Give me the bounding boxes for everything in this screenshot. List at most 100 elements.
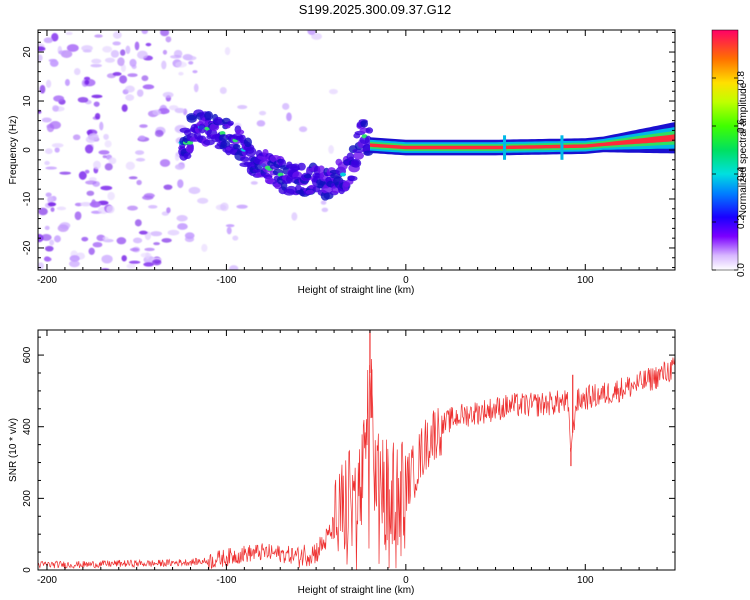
spectrogram-speckle — [153, 242, 160, 246]
spectrogram-speckle — [58, 50, 66, 55]
snr-x-tick-label: 100 — [577, 575, 594, 586]
colorbar-ticks: 0.0 0.2 0.4 0.6 0.8 — [712, 71, 747, 277]
spectrogram-speckle — [282, 103, 290, 110]
spectrogram-ridge-blob — [360, 120, 369, 128]
spectrogram-speckle — [161, 238, 172, 243]
spectrogram-speckle — [84, 144, 94, 154]
spectrogram-x-tick-label: -100 — [216, 275, 236, 286]
spectrogram-ridge-hotspot — [219, 131, 226, 136]
spectrogram-speckle — [197, 197, 209, 204]
spectrogram-speckle — [165, 36, 172, 43]
spectrogram-speckle — [82, 49, 92, 53]
spectrogram-speckle — [166, 207, 171, 214]
spectrogram-speckle — [38, 262, 44, 270]
spectrogram-speckle — [87, 133, 99, 141]
spectrogram-speckle — [78, 171, 87, 180]
spectrogram-speckle — [91, 58, 102, 64]
snr-x-tick-label: -200 — [37, 575, 57, 586]
spectrogram-speckle — [84, 169, 90, 174]
spectrogram-speckle — [120, 64, 126, 73]
spectrogram-speckle — [80, 201, 92, 207]
spectrogram-speckle — [128, 260, 141, 264]
spectrogram-speckle — [41, 117, 52, 123]
spectrogram-speckle — [104, 57, 115, 63]
spectrogram-speckle — [291, 212, 298, 221]
spectrogram-speckle — [59, 222, 71, 230]
spectrogram-ridge-blob — [213, 116, 223, 125]
spectrogram-speckle — [220, 202, 229, 212]
colorbar-tick-label: 0.2 — [736, 215, 747, 229]
spectrogram-speckle — [120, 49, 126, 56]
spectrogram-y-tick-label: -20 — [22, 240, 33, 255]
colorbar-tick-label: 0.0 — [736, 263, 747, 277]
spectrogram-speckle — [51, 33, 59, 42]
spectrogram-ridge-blob — [321, 185, 334, 194]
spectrogram-ridge-blob — [233, 143, 241, 150]
colorbar: 0.0 0.2 0.4 0.6 0.8 Normalized spectral ampl… — [711, 29, 749, 277]
spectrogram-speckle — [139, 124, 148, 128]
spectrogram-speckle — [141, 30, 148, 35]
figure-title: S199.2025.300.09.37.G12 — [299, 2, 452, 17]
spectrogram-speckle — [184, 236, 195, 243]
spectrogram-ridge-blob — [305, 189, 315, 195]
spectrogram-speckle — [150, 231, 163, 237]
spectrogram-speckle — [49, 239, 55, 246]
snr-y-tick-label: 200 — [22, 490, 33, 507]
spectrogram-speckle — [44, 160, 50, 166]
spectrogram-speckle — [125, 85, 135, 93]
spectrogram-speckle — [93, 101, 100, 107]
spectrogram-speckle — [90, 63, 103, 68]
spectrogram-speckle — [49, 59, 59, 67]
snr-x-tick-labels: -200 -100 0 100 — [37, 575, 594, 586]
spectrogram-ridge-blob — [227, 120, 234, 126]
spectrogram-ridge-blob — [245, 146, 257, 157]
spectrogram-speckle — [298, 126, 308, 133]
spectrogram-speckle — [74, 211, 82, 221]
spectrogram-speckle — [102, 155, 107, 159]
snr-y-tick-labels: 0 200 400 600 — [22, 346, 33, 572]
spectrogram-speckle — [73, 68, 81, 76]
spectrogram-x-tick-labels: -200 -100 0 100 — [37, 275, 594, 286]
spectrogram-speckle — [154, 129, 164, 138]
spectrogram-y-tick-label: 0 — [22, 147, 33, 153]
spectrogram-speckle — [47, 202, 57, 207]
spectrogram-speckle — [116, 237, 127, 245]
spectrogram-speckle — [138, 230, 148, 235]
spectrogram-speckle — [88, 247, 95, 255]
spectrogram-speckle — [56, 206, 67, 211]
spectrogram-speckle — [41, 233, 52, 241]
spectrogram-speckle — [64, 79, 70, 87]
spectrogram-speckle — [134, 219, 142, 227]
snr-panel: -200 -100 0 100 0 200 400 600 Height of straig… — [8, 329, 676, 596]
spectrogram-x-tick-label: 0 — [403, 275, 409, 286]
spectrogram-speckle — [100, 185, 113, 191]
spectrogram-speckle — [81, 236, 89, 242]
spectrogram-speckle — [121, 104, 128, 112]
spectrogram-x-tick-label: 100 — [577, 275, 594, 286]
spectrogram-speckle — [201, 243, 208, 252]
spectrogram-speckle — [89, 201, 102, 208]
spectrogram-speckle — [51, 143, 64, 148]
spectrogram-speckle — [45, 148, 53, 155]
spectrogram-speckle — [320, 200, 327, 205]
spectrogram-speckle — [74, 202, 83, 207]
spectrogram-speckle — [178, 71, 184, 76]
spectrogram-speckle — [188, 60, 194, 65]
spectrogram-speckle — [125, 161, 136, 170]
spectrogram-speckle — [127, 205, 138, 211]
spectrogram-speckle — [47, 195, 54, 204]
spectrogram-band — [370, 134, 675, 150]
spectrogram-speckle — [175, 61, 187, 68]
spectrogram-speckle — [38, 46, 46, 52]
spectrogram-ridge-blob — [183, 152, 192, 160]
spectrogram-speckle — [328, 88, 338, 95]
spectrogram-speckle — [54, 235, 61, 243]
spectrogram-ridge-blob — [297, 162, 306, 171]
spectrogram-speckle — [307, 30, 316, 36]
snr-x-tick-label: 0 — [403, 575, 409, 586]
spectrogram-speckle — [50, 207, 55, 212]
snr-y-tick-label: 400 — [22, 418, 33, 435]
spectrogram-ridge-blob — [365, 127, 374, 134]
spectrogram-speckle — [162, 91, 174, 98]
